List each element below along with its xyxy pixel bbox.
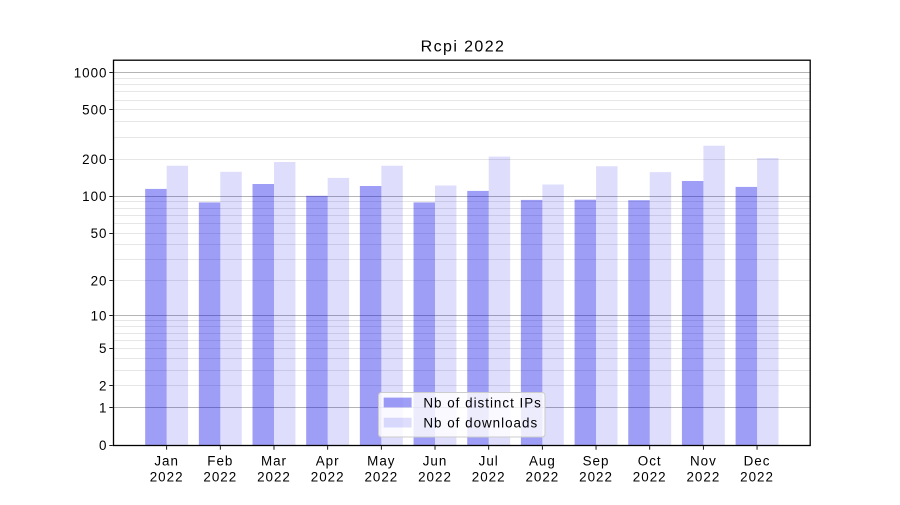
svg-text:10: 10 [91, 309, 108, 324]
svg-text:20: 20 [91, 274, 108, 289]
svg-text:Jul: Jul [479, 454, 499, 469]
svg-text:2022: 2022 [364, 469, 398, 484]
svg-text:2022: 2022 [150, 469, 184, 484]
svg-text:Oct: Oct [638, 454, 662, 469]
svg-text:200: 200 [82, 152, 107, 167]
svg-text:Jan: Jan [154, 454, 179, 469]
svg-text:Nb of distinct IPs: Nb of distinct IPs [423, 395, 541, 410]
svg-text:1000: 1000 [74, 65, 108, 80]
svg-text:2022: 2022 [740, 469, 774, 484]
svg-text:2022: 2022 [418, 469, 452, 484]
svg-text:Rcpi 2022: Rcpi 2022 [421, 39, 506, 56]
svg-text:2022: 2022 [525, 469, 559, 484]
svg-text:2022: 2022 [257, 469, 291, 484]
svg-text:May: May [367, 454, 395, 469]
svg-text:2022: 2022 [472, 469, 506, 484]
svg-text:2: 2 [99, 379, 107, 394]
svg-text:5: 5 [99, 341, 107, 356]
svg-text:2022: 2022 [633, 469, 667, 484]
svg-text:Nb of downloads: Nb of downloads [423, 415, 538, 430]
svg-text:Aug: Aug [529, 454, 556, 469]
svg-text:500: 500 [82, 103, 107, 118]
svg-text:2022: 2022 [203, 469, 237, 484]
svg-text:Nov: Nov [690, 454, 717, 469]
svg-text:50: 50 [91, 226, 108, 241]
svg-text:2022: 2022 [579, 469, 613, 484]
svg-text:0: 0 [99, 438, 107, 453]
svg-text:Sep: Sep [583, 454, 610, 469]
svg-text:Jun: Jun [423, 454, 448, 469]
svg-text:Feb: Feb [207, 454, 233, 469]
svg-text:Apr: Apr [316, 454, 340, 469]
svg-text:100: 100 [82, 189, 107, 204]
svg-text:2022: 2022 [686, 469, 720, 484]
svg-text:1: 1 [99, 400, 107, 415]
svg-text:Mar: Mar [261, 454, 287, 469]
svg-text:2022: 2022 [311, 469, 345, 484]
svg-text:Dec: Dec [744, 454, 771, 469]
